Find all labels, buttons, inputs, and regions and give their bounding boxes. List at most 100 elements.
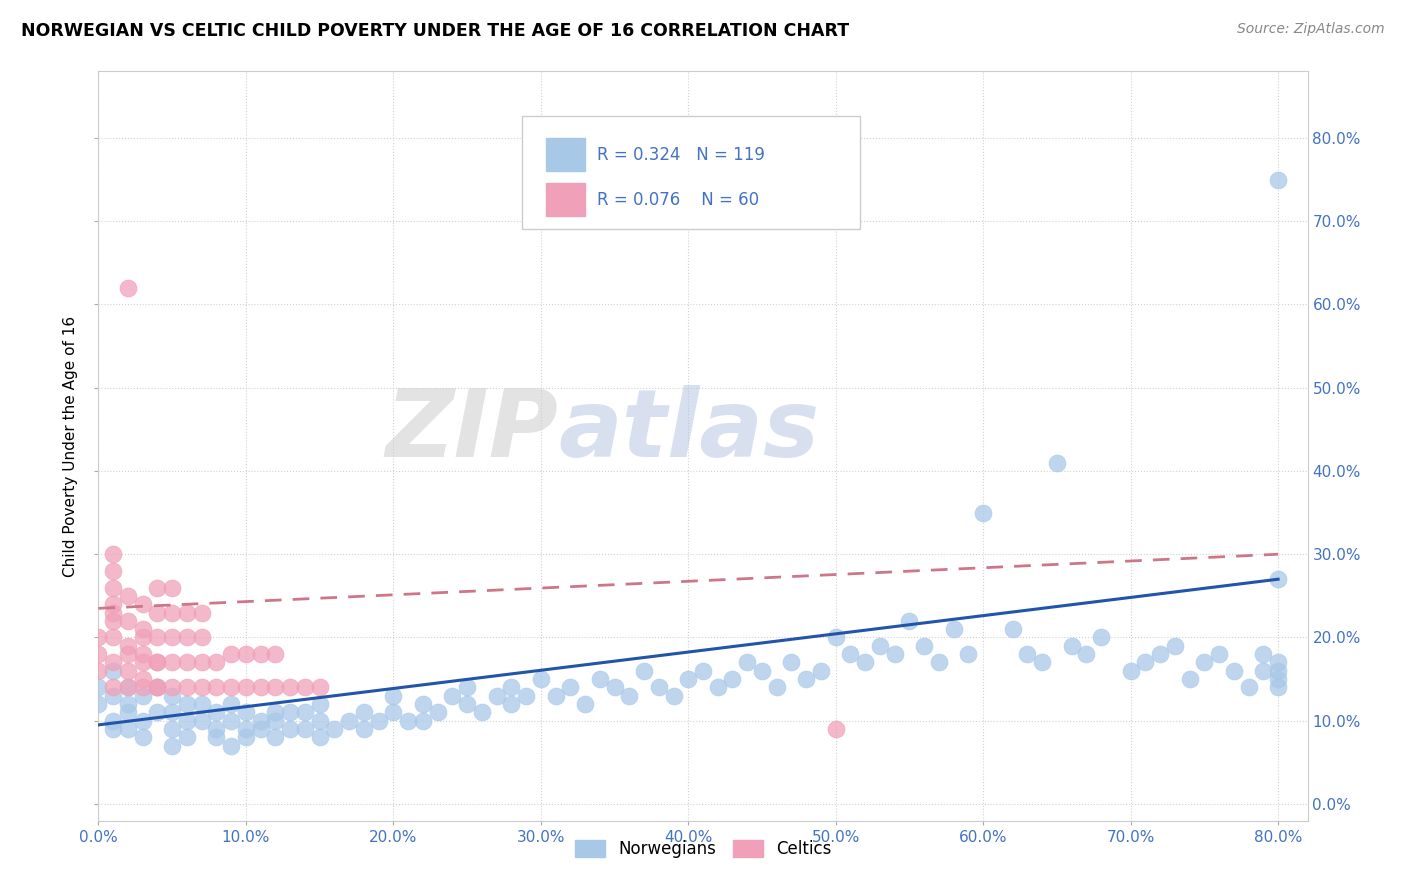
Point [1253,664,1275,678]
Point [308,731,330,745]
Point [574,697,596,711]
Point [87,631,110,645]
Point [501,697,523,711]
Point [249,681,271,695]
Point [131,647,153,661]
Point [101,722,124,736]
Point [160,706,183,720]
Point [117,722,139,736]
Point [382,706,405,720]
Point [706,681,728,695]
Point [87,681,110,695]
Point [190,681,212,695]
Point [235,722,257,736]
Point [972,506,994,520]
Point [1031,656,1053,670]
FancyBboxPatch shape [546,183,585,216]
Point [278,706,301,720]
Point [101,547,124,561]
Point [146,631,169,645]
Point [898,614,921,628]
Point [721,672,744,686]
Point [810,664,832,678]
Point [101,614,124,628]
Point [131,672,153,686]
Point [883,647,905,661]
Point [219,697,242,711]
Point [249,647,271,661]
Point [942,622,965,636]
Point [1194,656,1216,670]
Text: NORWEGIAN VS CELTIC CHILD POVERTY UNDER THE AGE OF 16 CORRELATION CHART: NORWEGIAN VS CELTIC CHILD POVERTY UNDER … [21,22,849,40]
Point [412,697,434,711]
Point [501,681,523,695]
Point [294,722,316,736]
Point [87,647,110,661]
Text: R = 0.324   N = 119: R = 0.324 N = 119 [596,146,765,164]
Point [1135,656,1157,670]
Point [219,739,242,753]
Point [205,681,228,695]
Point [190,631,212,645]
Point [1017,647,1039,661]
Point [219,681,242,695]
Point [101,581,124,595]
Point [308,714,330,728]
Point [603,681,626,695]
Point [485,689,508,703]
Point [396,714,419,728]
Point [1076,647,1098,661]
Point [160,606,183,620]
Point [117,664,139,678]
Point [264,681,287,695]
Point [278,722,301,736]
Legend: Norwegians, Celtics: Norwegians, Celtics [568,833,838,864]
Point [471,706,494,720]
Point [1001,622,1024,636]
Point [131,631,153,645]
Point [1267,572,1289,586]
Point [117,589,139,603]
Point [278,681,301,695]
Point [146,656,169,670]
Point [530,672,553,686]
Point [117,681,139,695]
Point [235,731,257,745]
Point [117,647,139,661]
Text: ZIP: ZIP [385,385,558,477]
Point [101,564,124,578]
Point [853,656,876,670]
Point [765,681,787,695]
Text: atlas: atlas [558,385,820,477]
Point [589,672,612,686]
Point [308,697,330,711]
Point [456,697,478,711]
Point [87,664,110,678]
Point [264,647,287,661]
Point [1253,647,1275,661]
Point [117,639,139,653]
Point [205,706,228,720]
Point [205,722,228,736]
Point [678,672,700,686]
Point [176,714,198,728]
Point [160,689,183,703]
FancyBboxPatch shape [522,116,860,228]
Text: R = 0.076    N = 60: R = 0.076 N = 60 [596,191,759,209]
Point [869,639,891,653]
Point [117,614,139,628]
Point [544,689,567,703]
Point [146,681,169,695]
Point [117,281,139,295]
Point [146,581,169,595]
Point [780,656,803,670]
Point [1223,664,1246,678]
Point [117,706,139,720]
Point [1090,631,1112,645]
Point [101,714,124,728]
Point [131,681,153,695]
Point [219,714,242,728]
Point [249,714,271,728]
Point [101,681,124,695]
Point [101,689,124,703]
